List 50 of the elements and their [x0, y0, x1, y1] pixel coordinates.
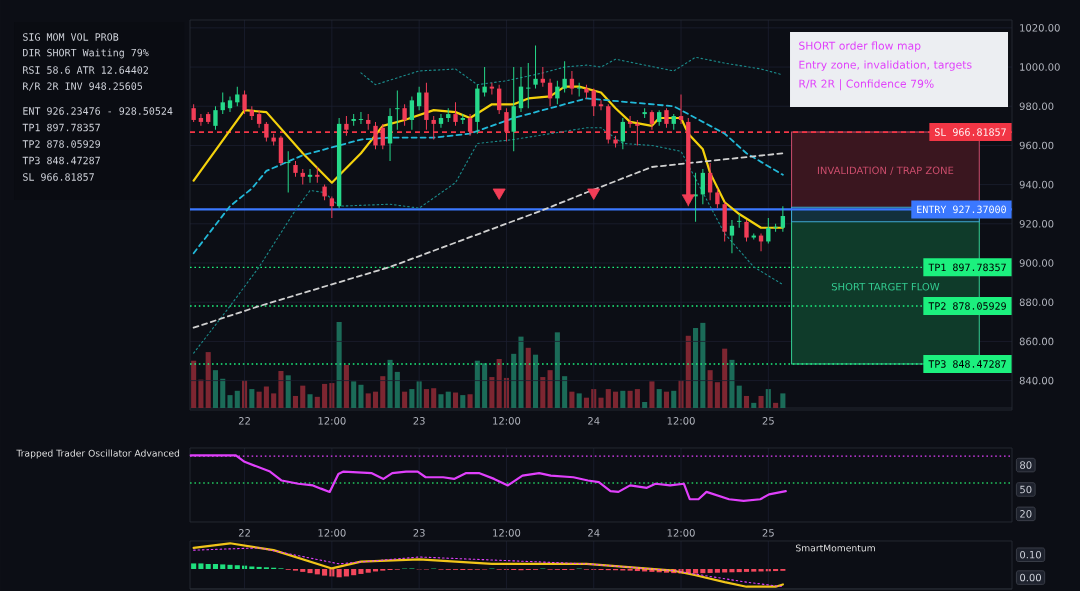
y-tick-label: 880.00: [1019, 298, 1054, 307]
x-tick-label: 12:00: [493, 529, 521, 537]
y-tick-label: 940.00: [1019, 180, 1054, 189]
annotation: R/R 2R | Confidence 79%: [799, 79, 934, 91]
band-label: INVALIDATION / TRAP ZONE: [817, 166, 954, 175]
x-tick-label: 12:00: [667, 529, 695, 537]
ref-line-label: TP3 848.47287: [928, 360, 1006, 368]
text: RSI 58.6 ATR 12.64402: [23, 66, 148, 74]
y-tick-label: 920.00: [1019, 220, 1054, 228]
ref-line-label: ENTRY 927.37000: [917, 205, 1006, 214]
y-tick-label: 980.00: [1019, 102, 1054, 111]
text: Trapped Trader Oscillator Advanced: [16, 449, 180, 459]
x-tick-label: 23: [413, 417, 425, 425]
annotation: SHORT order flow map: [799, 41, 921, 52]
y-tick-label: 1000.00: [1020, 63, 1060, 71]
y-tick-label: 860.00: [1019, 337, 1054, 346]
x-tick-label: 12:00: [667, 417, 695, 425]
y-tick-label: 900.00: [1019, 259, 1054, 267]
text: SIG MOM VOL PROB: [23, 33, 119, 41]
x-tick-label: 12:00: [493, 417, 521, 425]
ref-line-label: TP1 897.78357: [928, 263, 1006, 272]
x-tick-label: 23: [413, 529, 425, 537]
band-label: SHORT TARGET FLOW: [831, 282, 940, 291]
text: DIR SHORT Waiting 79%: [23, 48, 149, 59]
annotation: Entry zone, invalidation, targets: [799, 60, 972, 71]
x-tick-label: 25: [762, 417, 774, 425]
y-tick-label: 20: [1020, 510, 1032, 518]
x-tick-label: 24: [588, 529, 600, 537]
chart-title: SmartMomentum: [796, 544, 875, 552]
text: TP2 878.05929: [22, 140, 100, 148]
y-tick-label: 840.00: [1019, 376, 1054, 385]
y-tick-label: 0.10: [1020, 550, 1042, 559]
y-tick-label: 80: [1020, 461, 1032, 469]
text: TP1 897.78357: [22, 123, 100, 132]
text: SL 966.81857: [23, 173, 94, 181]
x-tick-label: 25: [762, 529, 774, 537]
x-tick-label: 12:00: [318, 529, 346, 537]
y-tick-label: 0.00: [1020, 573, 1042, 582]
text: TP3 848.47287: [22, 156, 100, 165]
y-tick-label: 1020.00: [1020, 24, 1060, 32]
ref-line-label: TP2 878.05929: [928, 302, 1006, 310]
text: ENT 926.23476 - 928.50524: [23, 107, 173, 115]
y-tick-label: 960.00: [1019, 141, 1054, 150]
ref-line-label: SL 966.81857: [935, 128, 1006, 136]
y-tick-label: 50: [1020, 485, 1032, 494]
x-tick-label: 22: [238, 417, 250, 425]
x-tick-label: 12:00: [318, 417, 346, 425]
x-tick-label: 24: [588, 417, 600, 425]
x-tick-label: 22: [238, 529, 250, 537]
text: R/R 2R INV 948.25605: [23, 82, 143, 91]
